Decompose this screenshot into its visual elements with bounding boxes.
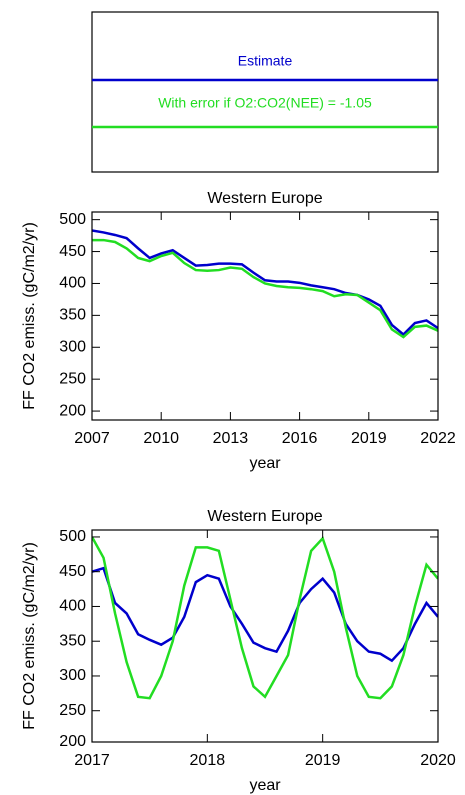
y-tick-label: 250 [59,702,86,719]
x-tick-label: 2022 [420,430,456,447]
x-tick-label: 2016 [282,430,318,447]
series-line [92,535,438,700]
x-tick-label: 2013 [213,430,249,447]
x-tick-label: 2007 [74,430,110,447]
y-axis-label: FF CO2 emiss. (gC/m2/yr) [21,542,38,730]
series-line [92,566,438,663]
plot-area [92,229,438,339]
plot-frame [91,529,439,743]
x-tick-label: 2019 [351,430,387,447]
y-tick-label: 400 [59,598,86,615]
y-tick-label: 450 [59,243,86,260]
legend-label: With error if O2:CO2(NEE) = -1.05 [158,95,372,111]
chart-title: Western Europe [207,190,322,207]
x-tick-label: 2018 [190,752,226,769]
x-tick-label: 2017 [74,752,110,769]
y-tick-label: 250 [59,370,86,387]
y-tick-label: 300 [59,667,86,684]
y-tick-label: 350 [59,632,86,649]
x-tick-label: 2020 [420,752,456,769]
y-tick-label: 500 [59,211,86,228]
plot-area [92,535,438,700]
x-tick-label: 2010 [143,430,179,447]
legend-box [91,11,439,173]
y-axis-label: FF CO2 emiss. (gC/m2/yr) [21,222,38,410]
y-tick-label: 400 [59,275,86,292]
y-tick-label: 500 [59,528,86,545]
plot-frame [91,211,439,421]
legend-label: Estimate [238,53,293,69]
x-axis-label: year [249,455,281,472]
series-line [92,229,438,337]
y-tick-label: 450 [59,563,86,580]
x-tick-label: 2019 [305,752,341,769]
y-tick-label: 200 [59,402,86,419]
chart-title: Western Europe [207,508,322,525]
x-axis-label: year [249,777,281,794]
y-tick-label: 200 [59,733,86,750]
y-tick-label: 300 [59,338,86,355]
y-tick-label: 350 [59,307,86,324]
series-line [92,238,438,339]
